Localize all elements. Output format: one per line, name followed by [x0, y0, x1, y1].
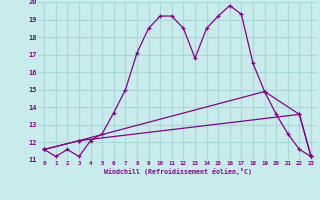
- X-axis label: Windchill (Refroidissement éolien,°C): Windchill (Refroidissement éolien,°C): [104, 168, 252, 175]
